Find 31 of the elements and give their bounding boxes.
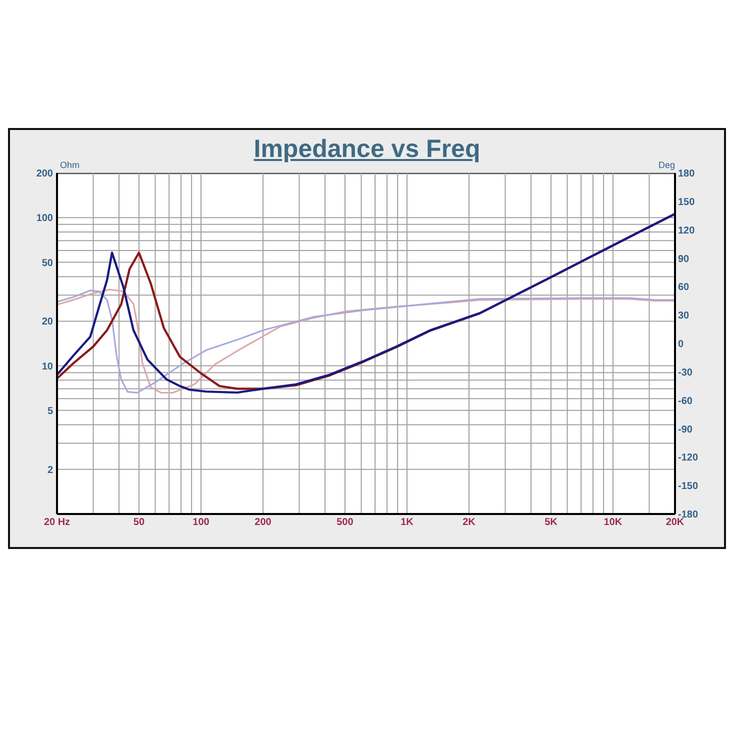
- y-tick-label: 100: [36, 213, 54, 224]
- y2-tick-label: -150: [678, 481, 698, 492]
- x-tick-label: 5K: [544, 517, 558, 528]
- y2-tick-label: 180: [678, 168, 696, 180]
- y-tick-label: 10: [42, 361, 54, 372]
- x-tick-label: 500: [336, 517, 354, 528]
- y2-tick-label: -60: [678, 396, 693, 407]
- y2-tick-label: -30: [678, 367, 693, 378]
- x-tick-label: 10K: [604, 517, 623, 528]
- x-tick-label: 20 Hz: [44, 517, 70, 528]
- x-tick-label: 200: [254, 517, 272, 528]
- chart-title: Impedance vs Freq: [254, 135, 480, 163]
- x-tick-label: 100: [192, 517, 210, 528]
- x-tick-label: 50: [133, 517, 145, 528]
- y2-tick-label: 120: [678, 225, 696, 236]
- y-tick-label: 2: [47, 464, 54, 476]
- y2-tick-label: 60: [678, 282, 690, 294]
- y2-tick-label: 0: [678, 339, 684, 350]
- y2-tick-label: 150: [678, 196, 696, 208]
- y2-tick-label: 90: [678, 254, 690, 265]
- y-tick-label: 20: [42, 316, 54, 328]
- y2-tick-label: -90: [678, 424, 693, 436]
- y2-tick-label: 30: [678, 310, 690, 322]
- y-axis-title: Ohm: [60, 160, 80, 171]
- y2-tick-label: -120: [678, 452, 698, 464]
- x-tick-label: 1K: [400, 517, 414, 528]
- x-tick-label: 2K: [462, 517, 476, 528]
- y-tick-label: 5: [47, 406, 54, 417]
- y-tick-label: 200: [36, 168, 54, 180]
- y2-axis-title: Deg: [658, 160, 675, 171]
- y-tick-label: 50: [42, 258, 54, 269]
